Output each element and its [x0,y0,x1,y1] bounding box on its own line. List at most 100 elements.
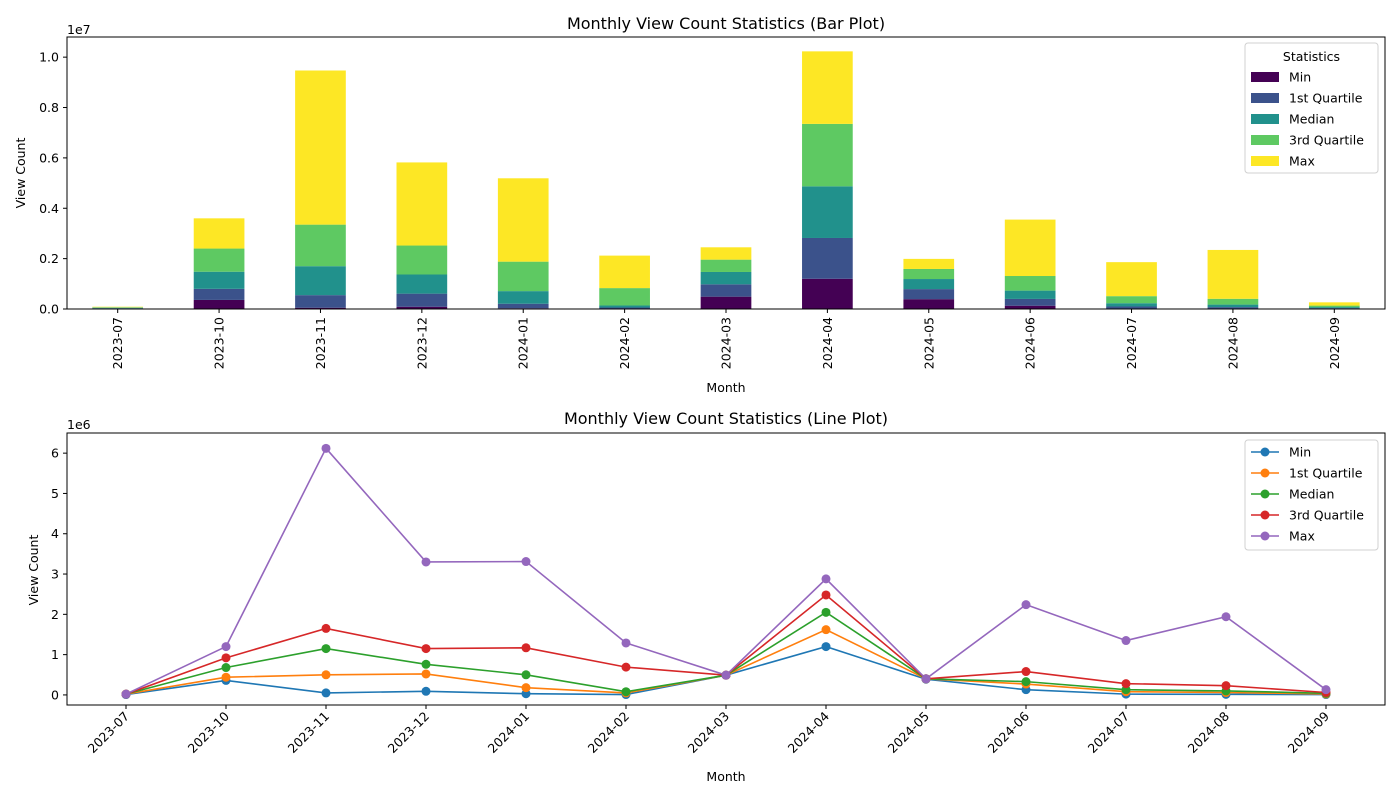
point-max-2023-12 [421,557,431,567]
bar-3rd-quartile-2024-06 [1004,276,1056,291]
point-1st-quartile-2024-04 [821,625,831,635]
line-y-tick-label: 2 [51,607,59,622]
point-3rd-quartile-2024-02 [621,662,631,672]
bar-max-2024-02 [599,255,650,289]
line-y-tick-label: 0 [51,687,59,702]
bar-3rd-quartile-2024-08 [1207,298,1259,305]
bar-1st-quartile-2023-12 [396,293,448,307]
line-x-tick-label: 2024-08 [1185,708,1233,756]
bar-median-2024-09 [1308,307,1360,309]
bar-x-tick-label: 2024-08 [1225,317,1240,369]
point-max-2024-01 [521,557,531,567]
bar-min-2024-05 [903,299,955,309]
bar-median-2023-12 [396,274,448,294]
bar-max-2023-07 [92,306,144,308]
bar-y-tick-label: 1.0 [39,50,59,65]
bar-1st-quartile-2023-10 [193,288,245,300]
bar-1st-quartile-2024-06 [1004,298,1056,306]
bar-3rd-quartile-2024-02 [599,288,650,306]
bar-legend: Statistics Min 1st Quartile Median 3rd Quar… [1244,42,1379,174]
point-median-2024-01 [521,670,531,680]
line-x-ticks: 2023-07 2023-10 2023-11 2023-12 2024-01 2024-… [85,705,1333,757]
bar-legend-label-min: Min [1289,70,1311,85]
line-x-tick-label: 2024-05 [885,709,933,757]
line-series [121,443,1331,700]
bar-median-2024-07 [1106,303,1157,307]
line-legend-marker-3rd-quartile [1260,510,1270,520]
point-3rd-quartile-2024-07 [1121,679,1131,689]
bar-x-tick-label: 2024-06 [1023,317,1038,369]
bar-1st-quartile-2024-09 [1308,308,1360,309]
point-max-2024-09 [1321,685,1331,695]
point-median-2024-06 [1021,677,1031,687]
point-median-2023-10 [221,663,231,673]
bar-y-tick-label: 0.2 [39,251,59,266]
bar-min-2023-11 [295,307,346,309]
bar-x-tick-label: 2023-07 [110,317,125,369]
bar-legend-items: Min 1st Quartile Median 3rd Quartile Max [1251,70,1364,169]
bar-legend-label-median: Median [1289,112,1334,127]
line-x-tick-label: 2024-09 [1285,708,1333,756]
bar-max-2024-03 [700,247,752,260]
line-y-tick-label: 1 [51,647,59,662]
line-x-tick-label: 2024-07 [1085,709,1133,757]
bar-max-2024-05 [903,258,955,269]
bar-legend-label-3rd-quartile: 3rd Quartile [1289,133,1364,148]
bar-max-2023-10 [193,218,245,249]
bar-median-2024-01 [497,291,549,304]
bar-median-2024-08 [1207,304,1259,308]
point-max-2024-08 [1221,612,1231,622]
bar-median-2024-05 [903,279,955,290]
bar-bars [92,51,1360,309]
bar-x-tick-label: 2024-02 [617,317,632,369]
bar-x-tick-label: 2024-07 [1124,317,1139,369]
bar-max-2024-04 [802,51,853,124]
line-legend-marker-min [1260,447,1270,457]
bar-x-tick-label: 2023-11 [313,317,328,369]
bar-legend-title: Statistics [1283,49,1340,64]
bar-1st-quartile-2024-08 [1207,307,1259,309]
bar-legend-swatch-min [1251,72,1279,82]
bar-legend-label-max: Max [1289,154,1315,169]
bar-median-2024-02 [599,305,650,308]
line-y-ticks: 0 1 2 3 4 5 6 [51,446,67,702]
bar-max-2024-01 [497,178,549,262]
bar-x-tick-label: 2024-05 [921,317,936,369]
line-max [125,446,1327,695]
bar-x-tick-label: 2024-03 [719,317,734,369]
bar-1st-quartile-2024-04 [802,237,853,279]
bar-legend-swatch-1st-quartile [1251,93,1279,103]
bar-median-2024-03 [700,271,752,285]
point-3rd-quartile-2024-06 [1021,667,1031,677]
point-max-2024-07 [1121,636,1131,646]
line-min [125,645,1327,696]
point-min-2024-04 [821,642,831,652]
line-legend-label-3rd-quartile: 3rd Quartile [1289,508,1364,523]
point-median-2023-12 [421,659,431,669]
bar-max-2023-11 [295,70,346,225]
line-x-tick-label: 2023-07 [85,709,133,757]
point-min-2023-11 [321,688,331,698]
bar-3rd-quartile-2024-03 [700,259,752,272]
point-max-2023-10 [221,642,231,652]
bar-1st-quartile-2024-01 [497,303,549,309]
bar-1st-quartile-2024-07 [1106,306,1157,309]
bar-x-axis-label: Month [706,380,745,395]
bar-y-tick-label: 0.6 [39,150,59,165]
bar-plot-frame [66,36,1386,310]
line-legend-items: Min 1st Quartile Median 3rd Quartile Max [1251,445,1364,544]
point-3rd-quartile-2023-12 [421,644,431,654]
line-legend: Min 1st Quartile Median 3rd Quartile Max [1244,439,1379,551]
point-3rd-quartile-2023-10 [221,653,231,663]
point-3rd-quartile-2024-08 [1221,681,1231,691]
point-1st-quartile-2024-01 [521,683,531,693]
bar-3rd-quartile-2023-11 [295,224,346,267]
line-x-tick-label: 2024-01 [485,709,533,757]
bar-median-2024-06 [1004,290,1056,299]
line-x-tick-label: 2023-11 [285,709,333,757]
line-x-tick-label: 2023-12 [385,709,433,757]
bar-3rd-quartile-2023-12 [396,245,448,275]
line-legend-marker-median [1260,489,1270,499]
bar-chart-title: Monthly View Count Statistics (Bar Plot) [567,14,885,33]
point-1st-quartile-2023-10 [221,672,231,682]
